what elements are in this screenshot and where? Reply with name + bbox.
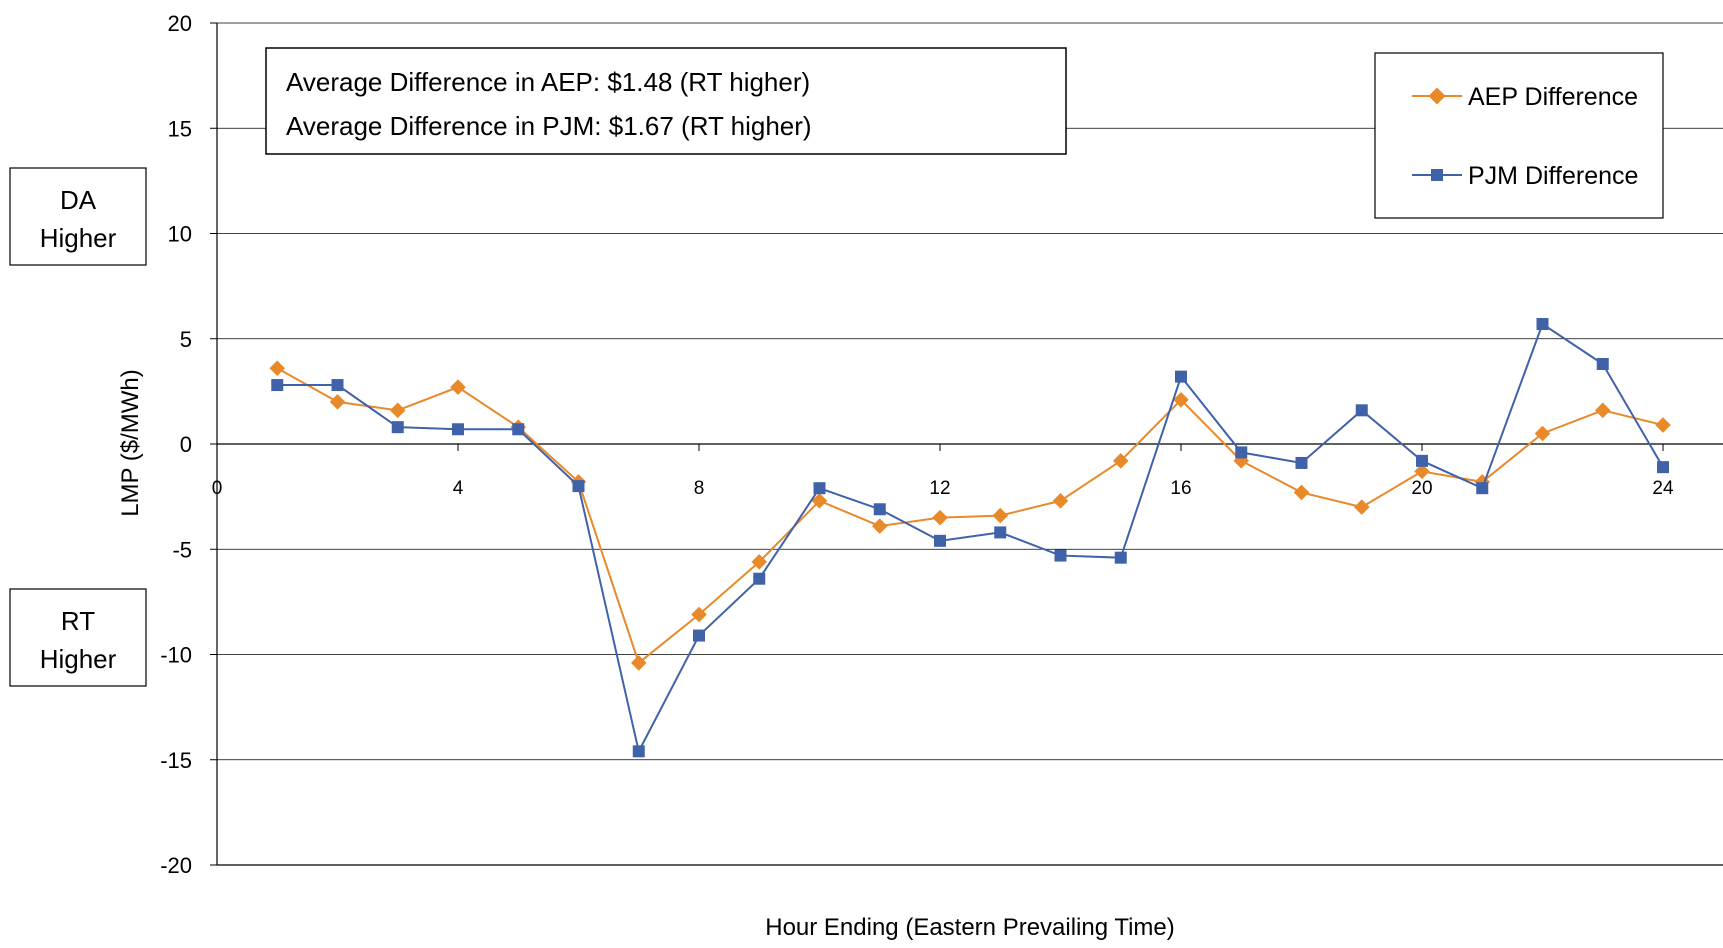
x-tick-label: 12 bbox=[929, 478, 950, 499]
average-difference-aep: Average Difference in AEP: $1.48 (RT hig… bbox=[286, 67, 810, 97]
data-point-pjm bbox=[391, 421, 404, 434]
data-point-pjm bbox=[813, 482, 826, 495]
series-lines bbox=[269, 318, 1671, 758]
da-higher-line1: DA bbox=[60, 185, 97, 215]
data-point-aep bbox=[871, 518, 888, 534]
data-point-pjm bbox=[572, 480, 585, 493]
data-point-aep bbox=[1353, 499, 1370, 515]
x-tick-label: 16 bbox=[1170, 478, 1191, 499]
data-point-aep bbox=[1052, 493, 1069, 509]
data-point-aep bbox=[932, 509, 948, 526]
data-point-pjm bbox=[1536, 318, 1549, 331]
data-point-pjm bbox=[934, 534, 946, 547]
x-tick-label: 4 bbox=[453, 478, 464, 499]
da-higher-line2: Higher bbox=[40, 223, 117, 253]
rt-higher-line1: RT bbox=[61, 606, 95, 636]
data-point-pjm bbox=[632, 745, 645, 758]
data-point-pjm bbox=[1596, 358, 1609, 371]
data-point-aep bbox=[691, 606, 707, 623]
data-point-aep bbox=[1534, 425, 1551, 442]
data-point-pjm bbox=[1416, 454, 1428, 467]
data-point-pjm bbox=[873, 503, 886, 516]
data-point-pjm bbox=[693, 629, 705, 642]
legend-marker-pjm bbox=[1431, 169, 1443, 181]
data-point-pjm bbox=[1235, 446, 1248, 459]
data-point-pjm bbox=[512, 423, 525, 436]
data-point-aep bbox=[450, 379, 466, 395]
data-point-pjm bbox=[1175, 370, 1187, 383]
data-point-pjm bbox=[1476, 482, 1489, 495]
legend-item-aep: AEP Difference bbox=[1412, 83, 1638, 111]
y-tick-label: -20 bbox=[160, 853, 192, 878]
series-pjm bbox=[271, 318, 1669, 758]
data-point-aep bbox=[992, 507, 1009, 524]
data-point-pjm bbox=[1355, 404, 1368, 417]
data-point-pjm bbox=[331, 379, 344, 392]
x-tick-label: 20 bbox=[1411, 478, 1432, 499]
legend: AEP Difference PJM Difference bbox=[1374, 52, 1664, 219]
rt-higher-box: RT Higher bbox=[9, 588, 147, 687]
data-point-aep bbox=[630, 655, 647, 671]
data-point-pjm bbox=[1657, 461, 1669, 474]
data-point-pjm bbox=[271, 379, 284, 392]
series-aep bbox=[269, 360, 1671, 671]
y-tick-label: 10 bbox=[168, 222, 192, 247]
y-tick-label: -5 bbox=[172, 537, 192, 562]
series-line-pjm bbox=[277, 322, 1664, 755]
y-tick-label: -10 bbox=[160, 643, 192, 668]
data-point-pjm bbox=[452, 423, 464, 436]
y-tick-label: 15 bbox=[168, 116, 192, 141]
x-tick-label: 0 bbox=[212, 478, 223, 499]
data-point-aep bbox=[1293, 484, 1310, 501]
axes bbox=[210, 22, 1723, 866]
data-point-aep bbox=[329, 394, 346, 410]
data-point-aep bbox=[1655, 417, 1671, 433]
y-tick-label: 20 bbox=[168, 11, 192, 36]
x-tick-labels: 0 4 8 12 16 20 24 bbox=[212, 478, 1674, 499]
legend-item-pjm: PJM Difference bbox=[1412, 162, 1638, 190]
legend-label-pjm: PJM Difference bbox=[1468, 162, 1638, 190]
data-point-pjm bbox=[753, 572, 766, 585]
data-point-aep bbox=[1173, 392, 1189, 408]
x-tick-label: 24 bbox=[1652, 478, 1674, 499]
data-point-pjm bbox=[1054, 549, 1067, 562]
y-tick-label: 5 bbox=[180, 327, 192, 352]
rt-higher-line2: Higher bbox=[40, 644, 117, 674]
y-axis-title: LMP ($/MWh) bbox=[117, 369, 144, 517]
data-point-pjm bbox=[1114, 551, 1127, 564]
data-point-pjm bbox=[994, 526, 1007, 539]
data-point-pjm bbox=[1295, 456, 1308, 469]
x-axis-title: Hour Ending (Eastern Prevailing Time) bbox=[765, 914, 1175, 941]
y-tick-label: 0 bbox=[180, 432, 192, 457]
average-difference-box: Average Difference in AEP: $1.48 (RT hig… bbox=[265, 47, 1067, 155]
data-point-aep bbox=[1414, 463, 1430, 480]
data-point-aep bbox=[1594, 402, 1611, 419]
y-tick-labels: 20 15 10 5 0 -5 -10 -15 -20 bbox=[160, 11, 192, 878]
da-higher-box: DA Higher bbox=[9, 167, 147, 266]
data-point-aep bbox=[389, 402, 406, 419]
average-difference-pjm: Average Difference in PJM: $1.67 (RT hig… bbox=[286, 111, 812, 141]
series-line-aep bbox=[276, 367, 1664, 665]
data-point-aep bbox=[751, 554, 768, 570]
y-tick-label: -15 bbox=[160, 748, 192, 773]
data-point-aep bbox=[269, 360, 286, 376]
data-point-aep bbox=[1112, 453, 1129, 469]
x-tick-label: 8 bbox=[694, 478, 705, 499]
legend-label-aep: AEP Difference bbox=[1468, 83, 1638, 111]
